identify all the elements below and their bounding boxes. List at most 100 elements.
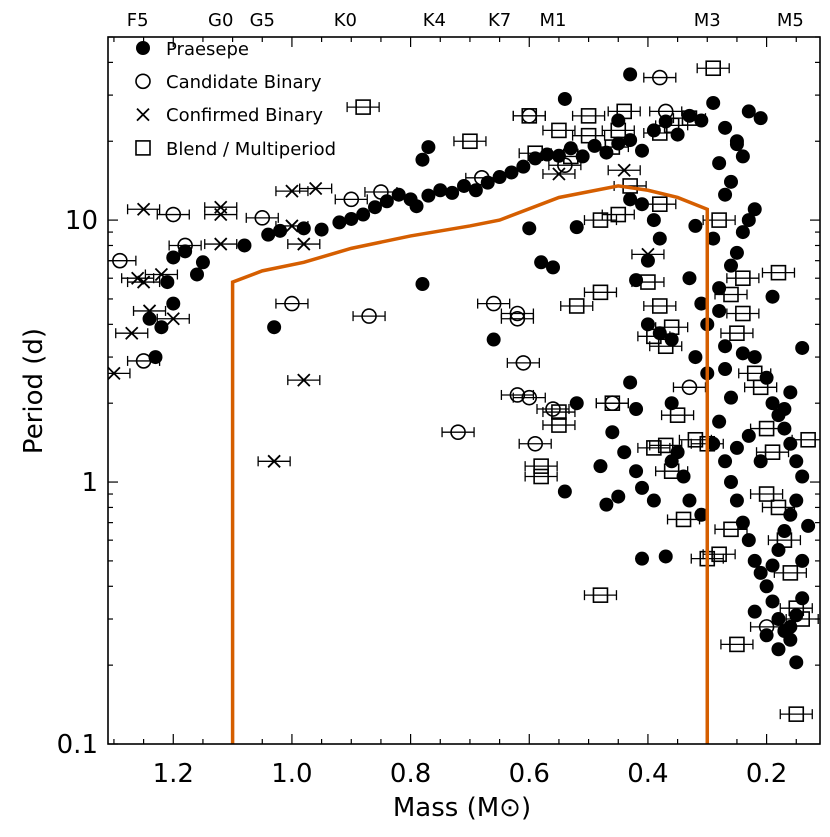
spectral-type-label: M5 — [777, 10, 804, 31]
data-point — [166, 296, 181, 311]
spectral-type-label: G5 — [250, 10, 275, 31]
data-point — [421, 140, 436, 155]
spectral-type-label: G0 — [208, 10, 233, 31]
data-point — [753, 111, 768, 126]
data-point — [610, 206, 627, 223]
data-point — [309, 181, 323, 196]
data-point — [599, 145, 614, 160]
data-point — [729, 636, 745, 653]
data-point — [509, 387, 526, 403]
data-point — [729, 493, 744, 508]
plot-frame — [107, 36, 821, 745]
data-point — [409, 199, 424, 214]
data-point — [445, 185, 460, 200]
data-point — [675, 511, 692, 528]
data-point — [415, 152, 430, 167]
data-point — [166, 312, 180, 326]
data-point — [635, 143, 649, 158]
data-point — [741, 428, 756, 443]
data-point — [629, 273, 644, 288]
data-point — [694, 113, 709, 128]
data-point — [611, 136, 626, 151]
data-point — [617, 163, 631, 177]
data-point — [712, 414, 727, 429]
data-point — [361, 308, 377, 324]
spectral-type-label: M1 — [540, 10, 567, 31]
data-point — [391, 187, 406, 202]
data-point — [190, 267, 204, 282]
x-tick-label: 0.6 — [509, 759, 550, 789]
data-point — [527, 435, 544, 452]
data-point — [237, 238, 252, 253]
data-point — [800, 431, 816, 448]
data-point — [789, 608, 804, 623]
data-point — [753, 454, 768, 469]
data-point — [450, 424, 466, 440]
data-point — [635, 197, 649, 212]
x-tick-label: 0.8 — [390, 759, 431, 789]
data-point — [165, 206, 182, 223]
legend-markers — [135, 41, 151, 156]
data-point — [770, 264, 787, 281]
spectral-type-label: M3 — [694, 10, 721, 31]
data-point — [136, 275, 151, 289]
data-point — [575, 149, 590, 164]
data-point — [433, 183, 448, 198]
data-point — [623, 133, 638, 148]
data-point — [652, 326, 667, 341]
data-point — [415, 277, 430, 292]
data-point — [136, 202, 151, 216]
axis-ticks — [108, 36, 820, 745]
data-point — [723, 521, 739, 538]
data-point — [640, 317, 655, 332]
data-point — [789, 454, 804, 469]
data-point — [368, 200, 382, 215]
data-point — [297, 373, 311, 387]
data-point — [771, 642, 786, 657]
data-point — [735, 346, 750, 361]
data-point — [540, 147, 555, 162]
data-point — [724, 390, 738, 405]
spectral-type-label: K4 — [423, 10, 446, 31]
data-point — [741, 104, 756, 119]
data-point — [711, 212, 727, 228]
data-point — [795, 469, 810, 484]
data-point — [457, 178, 471, 193]
boundary-line — [230, 184, 710, 744]
data-point — [718, 454, 733, 469]
legend-marker — [136, 41, 150, 55]
data-point — [724, 258, 738, 273]
spectral-type-labels: F5 G0 G5 K0 K4 K7 M1 M3 M5 — [127, 10, 804, 31]
data-point — [611, 489, 626, 504]
data-point — [795, 553, 810, 568]
data-point — [758, 486, 775, 502]
data-point — [765, 558, 780, 573]
data-point — [718, 362, 733, 377]
data-point — [356, 207, 371, 222]
data-point — [718, 339, 733, 354]
data-point — [267, 320, 282, 335]
data-point — [741, 533, 756, 548]
data-point — [125, 326, 139, 340]
data-point — [765, 396, 780, 411]
data-point — [724, 174, 738, 189]
data-point — [485, 295, 502, 312]
data-point — [741, 213, 756, 228]
data-point — [551, 148, 566, 163]
x-tick-label: 0.2 — [746, 759, 787, 789]
data-point — [551, 417, 567, 433]
data-point — [777, 421, 792, 436]
data-point — [592, 587, 609, 603]
data-point — [789, 493, 804, 508]
data-point — [112, 252, 128, 269]
data-point — [795, 591, 810, 606]
data-point — [504, 165, 519, 180]
data-point — [712, 303, 727, 318]
data-point — [569, 396, 584, 411]
data-point — [771, 543, 786, 558]
data-point — [759, 628, 774, 643]
data-point — [160, 275, 175, 290]
data-point — [285, 219, 299, 233]
data-point — [758, 420, 775, 437]
